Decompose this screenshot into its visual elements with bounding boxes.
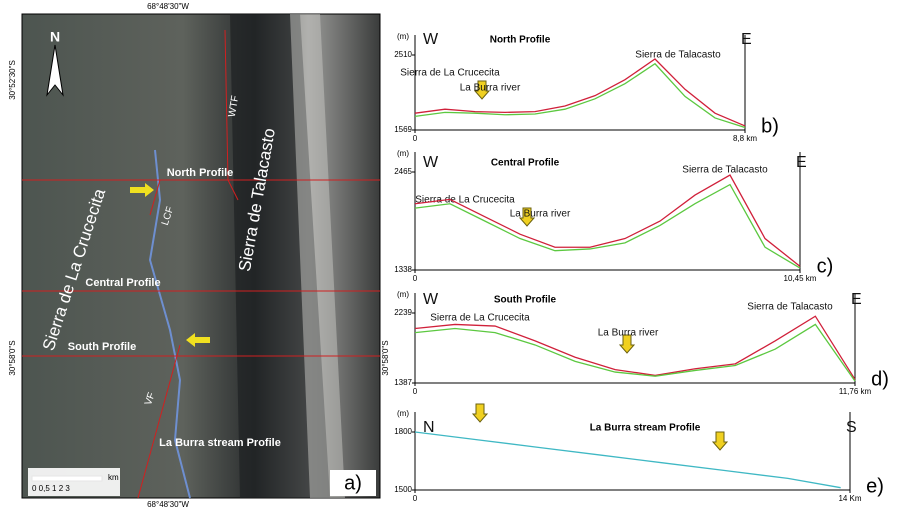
profile-label: North Profile	[167, 167, 234, 179]
figure: 68°48'30"W 68°48'30"W 30°52'30"S 30°58'0…	[0, 0, 909, 511]
side-label: E	[851, 291, 862, 308]
side-label: E	[741, 31, 752, 48]
side-label: E	[796, 154, 807, 171]
panel-label: e)	[866, 475, 884, 497]
latitude: 30°58'0"S	[8, 340, 17, 375]
profile-label: La Burra stream Profile	[159, 437, 281, 449]
profile-line	[415, 316, 855, 379]
profile-line	[415, 432, 841, 488]
annotation: Sierra de Talacasto	[682, 165, 768, 176]
panel-label: b)	[761, 115, 779, 137]
chart-title: South Profile	[494, 295, 557, 306]
side-label: W	[423, 31, 439, 48]
x-tick-label: 14 Km	[838, 494, 861, 503]
longitude: 68°48'30"W	[147, 2, 189, 11]
x-tick-label: 0	[413, 274, 418, 283]
profile-line	[415, 175, 800, 266]
arrow	[473, 404, 487, 422]
y-unit: (m)	[397, 32, 409, 41]
y-tick-label: 2239	[394, 308, 412, 317]
x-tick-label: 10,45 km	[784, 274, 817, 283]
profile-label: Central Profile	[85, 277, 160, 289]
panel-label: c)	[817, 255, 834, 277]
map-panel: 68°48'30"W 68°48'30"W 30°52'30"S 30°58'0…	[8, 2, 390, 509]
scale-ticks: 0 0,5 1 2 3	[32, 484, 70, 493]
panel-label: a)	[344, 472, 362, 494]
annotation: Sierra de La Crucecita	[430, 313, 530, 324]
annotation: Sierra de La Crucecita	[415, 195, 515, 206]
longitude: 68°48'30"W	[147, 500, 189, 509]
y-tick-label: 1387	[394, 378, 412, 387]
x-tick-label: 0	[413, 387, 418, 396]
y-tick-label: 2465	[394, 167, 412, 176]
annotation: La Burra river	[598, 328, 659, 339]
annotation: Sierra de Talacasto	[747, 302, 833, 313]
annotation: La Burra river	[460, 83, 521, 94]
y-unit: (m)	[397, 149, 409, 158]
side-label: W	[423, 154, 439, 171]
y-tick-label: 1338	[394, 265, 412, 274]
y-tick-label: 1500	[394, 485, 412, 494]
y-tick-label: 2510	[394, 50, 412, 59]
side-label: S	[846, 419, 857, 436]
annotation: Sierra de Talacasto	[635, 50, 721, 61]
annotation: La Burra river	[510, 209, 571, 220]
profile-label: South Profile	[68, 341, 136, 353]
scale-unit: km	[108, 473, 119, 482]
chart-title: North Profile	[490, 35, 551, 46]
x-tick-label: 8,8 km	[733, 134, 757, 143]
panel-label: d)	[871, 368, 889, 390]
latitude: 30°58'0"S	[381, 340, 390, 375]
north-label: N	[50, 29, 60, 45]
chart-title: Central Profile	[491, 158, 560, 169]
annotation: Sierra de La Crucecita	[400, 68, 500, 79]
x-tick-label: 11,76 km	[839, 387, 872, 396]
side-label: W	[423, 291, 439, 308]
latitude: 30°52'30"S	[8, 60, 17, 100]
chart-title: La Burra stream Profile	[590, 423, 701, 434]
y-unit: (m)	[397, 290, 409, 299]
y-unit: (m)	[397, 409, 409, 418]
y-tick-label: 1569	[394, 125, 412, 134]
y-tick-label: 1800	[394, 427, 412, 436]
x-tick-label: 0	[413, 134, 418, 143]
x-tick-label: 0	[413, 494, 418, 503]
arrow	[713, 432, 727, 450]
